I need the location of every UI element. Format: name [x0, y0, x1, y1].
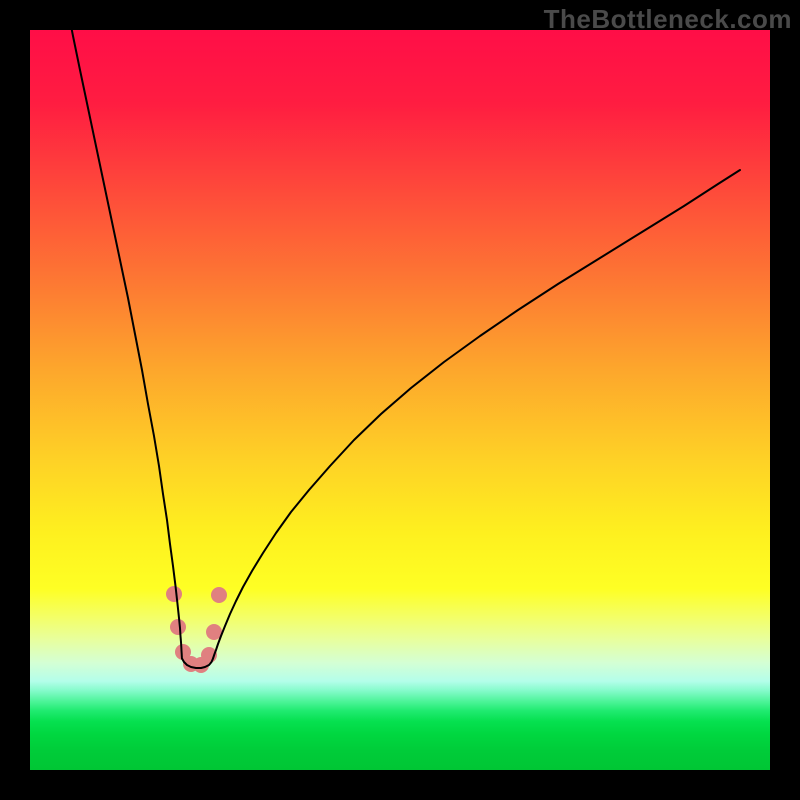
watermark-text: TheBottleneck.com [544, 4, 792, 35]
marker-dot [166, 586, 182, 602]
gradient-background [30, 30, 770, 770]
marker-dot [170, 619, 186, 635]
chart-frame: TheBottleneck.com [0, 0, 800, 800]
bottleneck-chart [30, 30, 770, 770]
marker-dot [211, 587, 227, 603]
plot-area [30, 30, 770, 770]
